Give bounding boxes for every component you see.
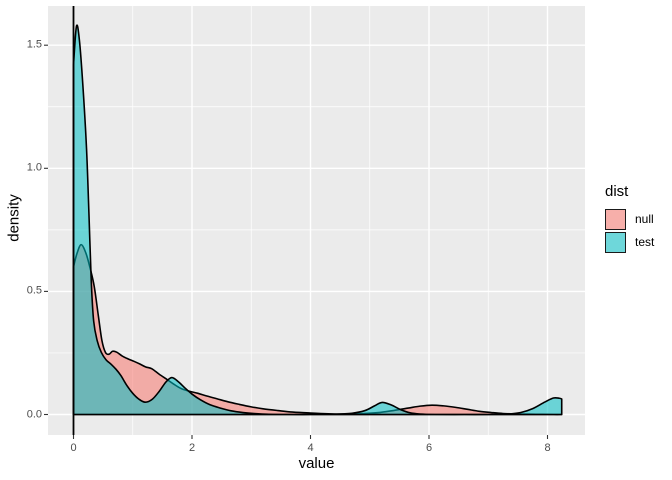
legend-entry-test: test [605, 231, 654, 253]
x-axis-title: value [298, 455, 335, 472]
legend-label: test [635, 235, 655, 249]
x-tick-label: 4 [307, 442, 314, 454]
y-tick-label: 1.0 [26, 161, 42, 174]
legend-entries: null test [605, 208, 654, 253]
x-tick-label: 2 [188, 442, 196, 454]
legend-title: dist [605, 183, 629, 200]
density-curve-test [72, 24, 563, 416]
x-tick-label: 6 [425, 442, 433, 454]
y-axis-title: density [5, 193, 23, 242]
legend: dist null test [605, 183, 654, 254]
legend-entry-null: null [605, 208, 654, 230]
y-tick-label: 0.0 [26, 408, 42, 420]
legend-swatch-test [605, 231, 626, 253]
legend-label: null [635, 212, 654, 226]
y-tick-label: 1.5 [26, 38, 42, 51]
x-tick-label: 8 [544, 442, 551, 454]
legend-swatch-null [605, 208, 626, 230]
x-tick-label: 0 [70, 442, 77, 454]
y-tick-label: 0.5 [26, 284, 42, 297]
